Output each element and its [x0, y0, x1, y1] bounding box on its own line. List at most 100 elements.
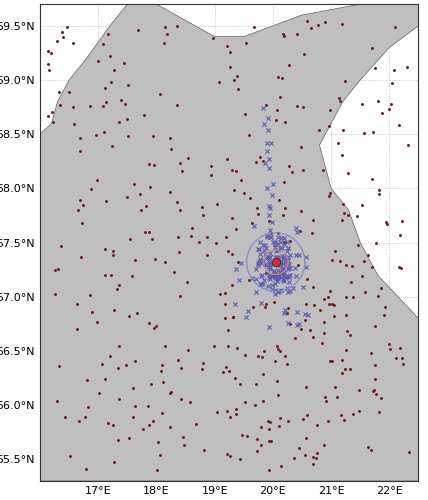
Point — [126, 312, 133, 320]
Point — [358, 100, 365, 108]
Point — [342, 261, 349, 269]
Point — [266, 260, 273, 268]
Point — [272, 258, 279, 266]
Point — [237, 455, 244, 463]
Point — [300, 103, 307, 111]
Point — [295, 252, 302, 260]
Point — [149, 418, 156, 426]
Point — [292, 264, 299, 272]
Point — [322, 393, 329, 401]
Point — [284, 265, 291, 273]
Point — [313, 422, 320, 430]
Point — [293, 30, 300, 38]
Point — [270, 260, 276, 268]
Point — [272, 253, 279, 261]
Point — [350, 410, 357, 418]
Point — [254, 435, 261, 443]
Point — [100, 40, 107, 48]
Point — [111, 306, 118, 314]
Point — [348, 278, 354, 286]
Point — [277, 268, 284, 276]
Point — [174, 356, 181, 364]
Point — [279, 265, 286, 273]
Point — [178, 167, 185, 175]
Point — [233, 167, 240, 175]
Point — [110, 250, 117, 258]
Point — [326, 357, 333, 365]
Point — [146, 420, 152, 428]
Point — [220, 368, 226, 376]
Point — [387, 100, 394, 108]
Point — [189, 224, 196, 232]
Point — [223, 450, 230, 458]
Point — [304, 16, 311, 24]
Point — [199, 359, 206, 367]
Point — [344, 169, 351, 177]
Point — [80, 202, 86, 209]
Point — [298, 325, 305, 333]
Point — [277, 244, 284, 252]
Point — [237, 380, 244, 388]
Point — [343, 346, 350, 354]
Point — [228, 250, 235, 258]
Point — [137, 206, 144, 214]
Point — [109, 421, 116, 429]
Point — [85, 403, 92, 411]
Point — [326, 106, 333, 114]
Point — [114, 285, 121, 293]
Point — [125, 132, 131, 140]
Point — [268, 437, 275, 445]
Point — [59, 28, 66, 36]
Point — [259, 240, 266, 248]
Point — [256, 153, 263, 161]
Point — [370, 128, 377, 136]
Point — [260, 104, 267, 112]
Point — [82, 413, 89, 421]
Point — [336, 257, 343, 265]
Point — [274, 345, 281, 353]
Point — [208, 171, 214, 179]
Point — [275, 288, 282, 296]
Point — [255, 210, 262, 218]
Point — [271, 242, 278, 250]
Point — [159, 410, 166, 418]
Point — [217, 290, 224, 298]
Point — [152, 254, 159, 262]
Point — [276, 422, 282, 430]
Point — [118, 96, 125, 104]
Point — [131, 356, 138, 364]
Point — [265, 218, 272, 226]
Point — [342, 312, 349, 320]
Point — [94, 318, 101, 326]
Point — [280, 260, 287, 268]
Point — [101, 84, 108, 92]
Point — [285, 319, 292, 327]
Point — [266, 226, 273, 234]
Point — [284, 238, 291, 246]
Point — [307, 24, 314, 32]
Point — [271, 357, 278, 365]
Point — [177, 394, 184, 402]
Point — [368, 446, 374, 454]
Point — [223, 363, 229, 371]
Point — [305, 312, 312, 320]
Point — [386, 104, 393, 112]
Point — [268, 218, 275, 226]
Point — [228, 214, 235, 222]
Point — [207, 162, 214, 170]
Point — [167, 134, 174, 142]
Point — [149, 132, 156, 140]
Point — [135, 26, 142, 34]
Point — [277, 286, 284, 294]
Point — [268, 139, 274, 147]
Point — [262, 260, 268, 268]
Point — [310, 283, 317, 291]
Point — [272, 290, 279, 298]
Point — [279, 275, 286, 283]
Point — [201, 446, 208, 454]
Point — [273, 260, 279, 268]
Point — [360, 128, 367, 136]
Point — [174, 198, 181, 206]
Point — [247, 194, 253, 202]
Point — [274, 274, 281, 281]
